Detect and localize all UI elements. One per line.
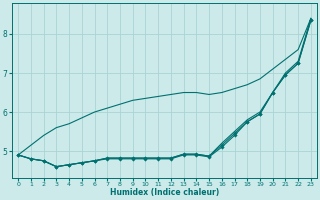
X-axis label: Humidex (Indice chaleur): Humidex (Indice chaleur) (110, 188, 219, 197)
